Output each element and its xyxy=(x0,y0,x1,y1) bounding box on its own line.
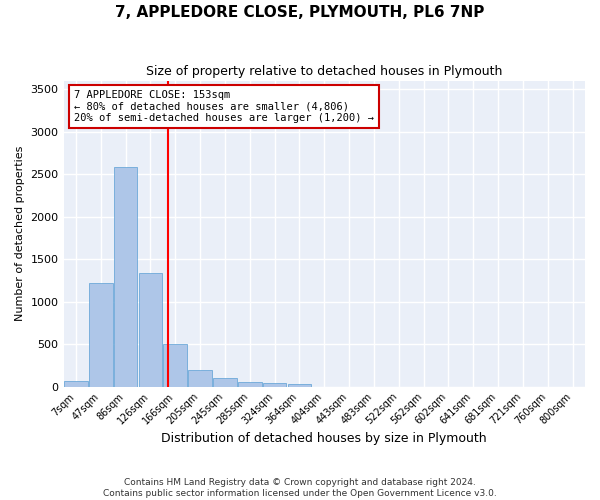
Bar xyxy=(64,382,88,386)
Bar xyxy=(139,272,162,386)
Text: 7 APPLEDORE CLOSE: 153sqm
← 80% of detached houses are smaller (4,806)
20% of se: 7 APPLEDORE CLOSE: 153sqm ← 80% of detac… xyxy=(74,90,374,123)
Y-axis label: Number of detached properties: Number of detached properties xyxy=(15,146,25,322)
Bar xyxy=(163,344,187,387)
Bar xyxy=(89,283,113,387)
Bar xyxy=(263,383,286,386)
Bar xyxy=(287,384,311,386)
Title: Size of property relative to detached houses in Plymouth: Size of property relative to detached ho… xyxy=(146,65,502,78)
X-axis label: Distribution of detached houses by size in Plymouth: Distribution of detached houses by size … xyxy=(161,432,487,445)
Bar xyxy=(238,382,262,386)
Bar xyxy=(188,370,212,386)
Bar xyxy=(213,378,237,386)
Text: Contains HM Land Registry data © Crown copyright and database right 2024.
Contai: Contains HM Land Registry data © Crown c… xyxy=(103,478,497,498)
Text: 7, APPLEDORE CLOSE, PLYMOUTH, PL6 7NP: 7, APPLEDORE CLOSE, PLYMOUTH, PL6 7NP xyxy=(115,5,485,20)
Bar xyxy=(114,168,137,386)
